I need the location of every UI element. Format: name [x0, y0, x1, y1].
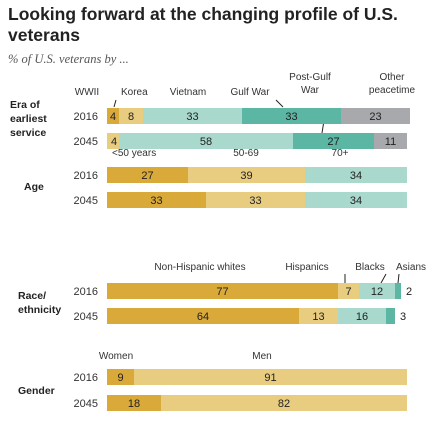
- data-label-asians-2016: 2: [406, 286, 412, 298]
- year-label-2016: 2016: [74, 170, 98, 182]
- bar-segment-50-years-2045: [107, 192, 206, 208]
- bar-segment-women-2045: [107, 395, 161, 411]
- bar-segment-korea-2045: [107, 133, 119, 149]
- legend-label-blacks: Blacks: [355, 262, 384, 273]
- legend-label-50-years: <50 years: [112, 148, 156, 159]
- bar-segment-korea-2016: [119, 108, 143, 124]
- data-label-vietnam-2045: 58: [200, 136, 212, 148]
- panel-label-era-of-earliest-service: service: [10, 127, 46, 139]
- bar-segment-gulf-war-2045: [293, 133, 374, 149]
- data-label-non-hispanic-whites-2016: 77: [216, 286, 228, 298]
- legend-label-50-69: 50-69: [233, 148, 259, 159]
- bar-segment-blacks-2045: [338, 308, 386, 324]
- data-label-50-69-2045: 33: [249, 195, 261, 207]
- leader-line: [380, 273, 387, 284]
- bar-segment-vietnam-2045: [119, 133, 293, 149]
- bar-segment-wwii-2016: [107, 108, 119, 124]
- legend-label-post-gulf-war: Post-Gulf: [289, 72, 331, 83]
- legend-label-asians: Asians: [396, 262, 426, 273]
- leader-line: [397, 273, 400, 284]
- legend-label-vietnam: Vietnam: [170, 87, 207, 98]
- panel-label-era-of-earliest-service: earliest: [10, 113, 47, 125]
- data-label-hispanics-2045: 13: [312, 311, 324, 323]
- bar-segment-70-2045: [305, 192, 407, 208]
- legend-label-non-hispanic-whites: Non-Hispanic whites: [154, 262, 245, 273]
- data-label-other-peacetime-2045: 11: [385, 136, 396, 148]
- data-label-50-69-2016: 39: [240, 170, 252, 182]
- data-label-50-years-2045: 33: [150, 195, 162, 207]
- year-label-2016: 2016: [74, 286, 98, 298]
- chart-title: Looking forward at the changing profile …: [8, 4, 398, 45]
- bar-segment-50-69-2016: [188, 167, 305, 183]
- data-label-men-2045: 82: [278, 398, 290, 410]
- data-label-blacks-2045: 16: [356, 311, 368, 323]
- panel-label-gender: Gender: [18, 385, 55, 397]
- legend-label-gulf-war: Gulf War: [230, 87, 270, 98]
- data-label-women-2016: 9: [117, 372, 123, 384]
- data-label-non-hispanic-whites-2045: 64: [197, 311, 209, 323]
- data-label-50-years-2016: 27: [141, 170, 153, 182]
- panel-label-era-of-earliest-service: Era of: [10, 99, 40, 111]
- legend-label-korea: Korea: [121, 87, 148, 98]
- panel-label-race-ethnicity: ethnicity: [18, 304, 61, 316]
- year-label-2045: 2045: [74, 311, 98, 323]
- data-label-gulf-war-2016: 33: [285, 111, 297, 123]
- bar-segment-50-69-2045: [206, 192, 305, 208]
- legend-label-post-gulf-war: War: [301, 85, 320, 96]
- bar-segment-hispanics-2016: [338, 283, 359, 299]
- bar-segment-women-2016: [107, 369, 134, 385]
- legend-label-other-peacetime: Other: [379, 72, 405, 83]
- legend-label-women: Women: [99, 351, 133, 362]
- data-label-70-2016: 34: [350, 170, 362, 182]
- data-label-asians-2045: 3: [400, 311, 406, 323]
- panel-label-age: Age: [24, 181, 44, 193]
- legend-label-wwii: WWII: [75, 87, 99, 98]
- bar-segment-other-peacetime-2016: [341, 108, 410, 124]
- bar-segment-non-hispanic-whites-2045: [107, 308, 299, 324]
- bar-segment-men-2016: [134, 369, 407, 385]
- year-label-2045: 2045: [74, 195, 98, 207]
- year-label-2016: 2016: [74, 372, 98, 384]
- data-label-hispanics-2016: 7: [345, 286, 351, 298]
- bar-segment-other-peacetime-2045: [374, 133, 407, 149]
- leader-line: [113, 99, 117, 108]
- data-label-blacks-2016: 12: [371, 286, 383, 298]
- bar-segment-non-hispanic-whites-2016: [107, 283, 338, 299]
- data-label-korea-2045: 4: [111, 136, 117, 148]
- chart-subtitle: % of U.S. veterans by ...: [8, 52, 129, 66]
- data-label-korea-2016: 8: [128, 111, 134, 123]
- bar-segment-70-2016: [305, 167, 407, 183]
- bar-segment-men-2045: [161, 395, 407, 411]
- bar-segment-blacks-2016: [359, 283, 395, 299]
- bar-segment-gulf-war-2016: [242, 108, 341, 124]
- bar-segment-asians-2016: [395, 283, 401, 299]
- data-label-70-2045: 34: [350, 195, 362, 207]
- legend-label-70: 70+: [332, 148, 349, 159]
- legend-label-hispanics: Hispanics: [285, 262, 328, 273]
- data-label-women-2045: 18: [128, 398, 140, 410]
- bar-segment-50-years-2016: [107, 167, 188, 183]
- legend-label-men: Men: [252, 351, 271, 362]
- bar-segment-asians-2045: [386, 308, 395, 324]
- panel-label-race-ethnicity: Race/: [18, 290, 46, 302]
- data-label-vietnam-2016: 33: [186, 111, 198, 123]
- data-label-men-2016: 91: [264, 372, 276, 384]
- year-label-2045: 2045: [74, 398, 98, 410]
- legend-label-other-peacetime: peacetime: [369, 85, 416, 96]
- data-label-gulf-war-2045: 27: [327, 136, 339, 148]
- data-label-other-peacetime-2016: 23: [369, 111, 381, 123]
- bar-segment-vietnam-2016: [143, 108, 242, 124]
- year-label-2045: 2045: [74, 136, 98, 148]
- leader-line: [275, 99, 284, 108]
- year-label-2016: 2016: [74, 111, 98, 123]
- data-label-wwii-2016: 4: [110, 111, 116, 123]
- bar-segment-hispanics-2045: [299, 308, 338, 324]
